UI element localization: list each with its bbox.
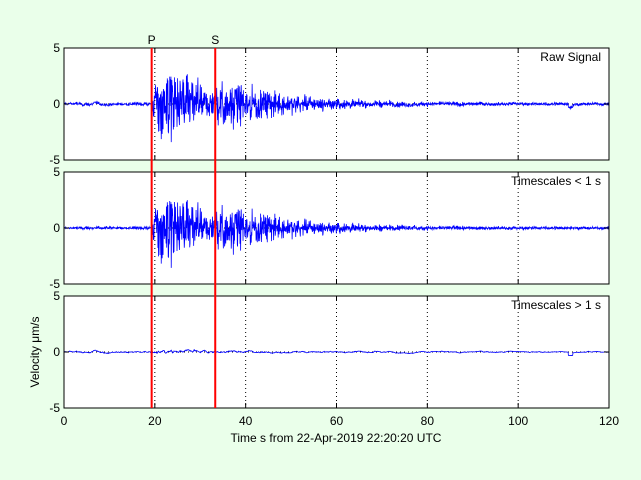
signal-trace	[63, 200, 610, 268]
panel-1: -5 0 5 Raw Signal	[49, 41, 610, 167]
y-axis-label: Velocity μm/s	[28, 317, 42, 388]
y-tick-label: 5	[53, 165, 60, 179]
y-tick-label: -5	[49, 153, 60, 167]
phase-marker-label-s: S	[211, 33, 219, 47]
panel-3: -5 0 5 Timescales > 1 s	[49, 289, 610, 415]
x-tick-label: 80	[421, 414, 435, 428]
y-tick-label: 0	[53, 345, 60, 359]
x-tick-label: 20	[148, 414, 162, 428]
y-tick-label: -5	[49, 401, 60, 415]
x-tick-label: 100	[508, 414, 528, 428]
x-tick-label: 40	[239, 414, 253, 428]
y-tick-label: 0	[53, 221, 60, 235]
panel-label: Raw Signal	[540, 50, 601, 64]
y-tick-label: -5	[49, 277, 60, 291]
y-tick-label: 5	[53, 289, 60, 303]
panel-label: Timescales < 1 s	[511, 174, 601, 188]
x-tick-label: 120	[599, 414, 619, 428]
signal-trace	[63, 348, 610, 357]
panel-2: -5 0 5 Timescales < 1 s	[49, 165, 610, 291]
phase-marker-label-p: P	[148, 33, 156, 47]
y-tick-label: 0	[53, 97, 60, 111]
y-tick-label: 5	[53, 41, 60, 55]
x-axis-label: Time s from 22-Apr-2019 22:20:20 UTC	[231, 431, 442, 445]
panels-group: -5 0 5 Raw Signal -5 0 5 Timescales < 1 s -5 0 5 Ti…	[49, 41, 610, 415]
signal-trace	[63, 74, 610, 143]
x-tick-label: 0	[61, 414, 68, 428]
x-tick-label: 60	[330, 414, 344, 428]
panel-label: Timescales > 1 s	[511, 298, 601, 312]
